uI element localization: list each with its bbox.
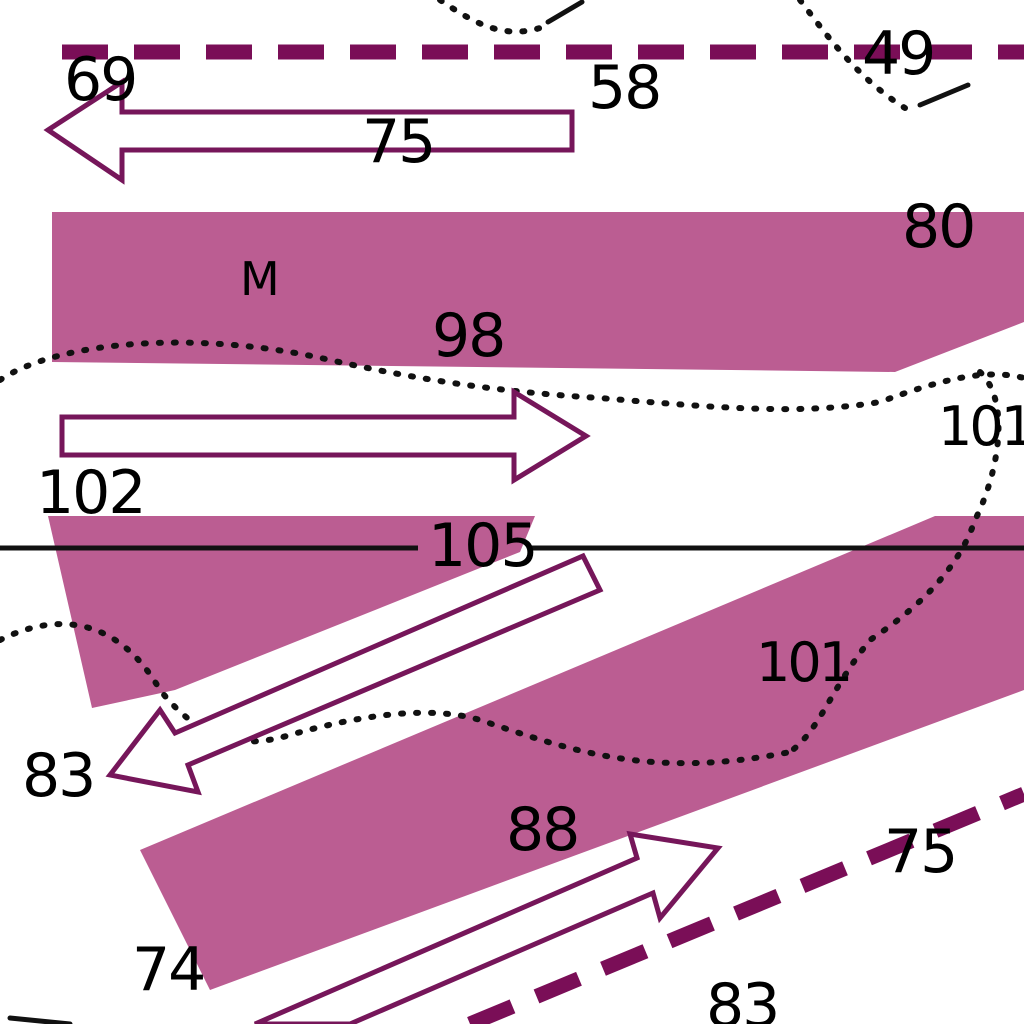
traffic-arrow-east — [59, 387, 591, 485]
traffic-limit-line-south — [467, 787, 1024, 1024]
depth-sounding: 88 — [506, 795, 580, 865]
depth-sounding: 83 — [22, 741, 96, 811]
depth-sounding: 69 — [64, 45, 138, 115]
depth-sounding: 75 — [362, 107, 436, 177]
depth-sounding: 58 — [588, 53, 662, 123]
depth-sounding: 75 — [884, 817, 958, 887]
depth-sounding: 101 — [756, 631, 853, 694]
traffic-arrow-west — [43, 77, 575, 185]
depth-sounding: 83 — [706, 971, 780, 1024]
traffic-arrow-northeast — [254, 830, 723, 1024]
ink-mark-top-center — [545, 0, 585, 25]
depth-sounding: 105 — [428, 511, 539, 581]
depth-contour-top-right — [797, 0, 908, 111]
seabed-label: M — [240, 252, 280, 306]
depth-sounding: 101 — [938, 395, 1024, 458]
depth-contour-east — [787, 369, 1002, 755]
depth-sounding: 102 — [36, 458, 147, 528]
ink-mark-top-right — [917, 82, 971, 108]
depth-contour-top — [437, 0, 543, 35]
traffic-arrow-southwest — [105, 552, 604, 796]
depth-contour-south — [0, 621, 793, 767]
ink-mark-bottom-left — [7, 1015, 73, 1024]
depth-sounding: 74 — [132, 935, 206, 1005]
depth-contour-middle — [0, 339, 1024, 413]
separation-zone-north — [52, 212, 1024, 372]
separation-zone-south — [140, 516, 1024, 990]
depth-sounding: 80 — [902, 192, 976, 262]
depth-sounding: 49 — [862, 19, 936, 89]
depth-sounding: 98 — [432, 301, 506, 371]
separation-zone-west — [48, 516, 535, 708]
